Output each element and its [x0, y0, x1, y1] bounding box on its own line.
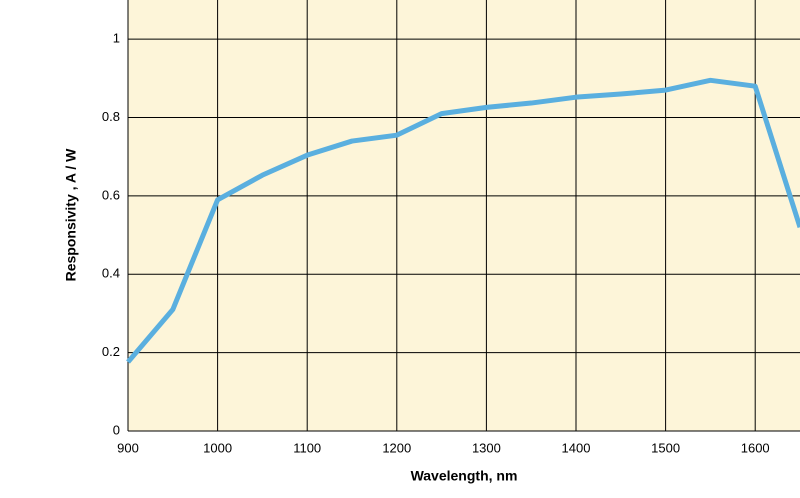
x-tick-label: 1400 [562, 440, 591, 455]
x-tick-label: 1100 [293, 440, 321, 455]
x-axis-title: Wavelength, nm [411, 468, 518, 484]
y-axis-title: Responsivity , A / W [63, 148, 79, 282]
plot-area [128, 0, 800, 431]
x-tick-label: 1500 [651, 440, 680, 455]
x-tick-label: 1000 [203, 440, 232, 455]
y-tick-label: 0.6 [102, 187, 120, 202]
data-line [126, 77, 800, 364]
y-tick-label: 0.8 [102, 109, 120, 124]
x-tick-label: 1300 [472, 440, 501, 455]
x-tick-label: 900 [117, 440, 139, 455]
y-tick-label: 0.4 [102, 266, 120, 281]
y-tick-label: 0.2 [102, 344, 120, 359]
x-tick-label: 1200 [382, 440, 411, 455]
y-tick-label: 0 [113, 422, 120, 437]
x-tick-label: 1600 [741, 440, 770, 455]
y-tick-label: 1 [113, 31, 120, 46]
